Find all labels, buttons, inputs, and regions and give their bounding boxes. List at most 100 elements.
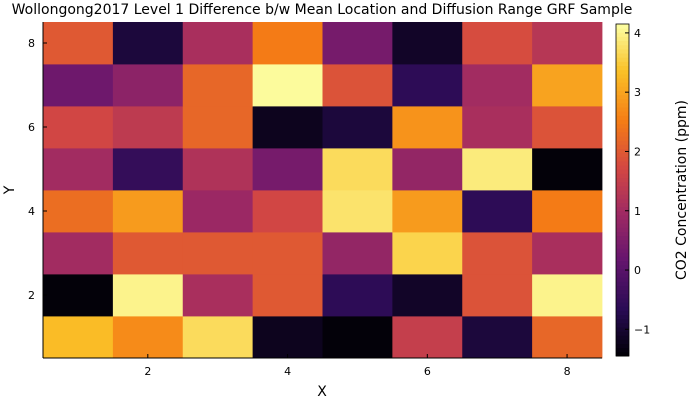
- heatmap-cell-x2-y3: [112, 232, 184, 275]
- colorbar-segment: [616, 57, 629, 62]
- colorbar-segment: [616, 310, 629, 315]
- colorbar-tick-label: 3: [634, 86, 641, 99]
- colorbar-segment: [616, 98, 629, 104]
- colorbar-segment: [616, 86, 629, 91]
- heatmap-cell-x3-y6: [182, 106, 254, 149]
- colorbar-segment: [616, 219, 629, 224]
- heatmap-cell-x3-y8: [182, 22, 254, 65]
- colorbar-segment: [616, 61, 629, 66]
- heatmap-cell-x1-y3: [43, 232, 114, 275]
- colorbar-segment: [616, 44, 629, 50]
- heatmap-cell-x4-y4: [252, 190, 323, 233]
- heatmap-cell-x1-y4: [43, 190, 114, 233]
- heatmap-cell-x2-y1: [112, 316, 184, 359]
- heatmap-cell-x3-y2: [182, 274, 254, 317]
- chart-title: Wollongong2017 Level 1 Difference b/w Me…: [12, 2, 633, 18]
- heatmap-cell-x5-y5: [322, 148, 393, 191]
- colorbar-segment: [616, 331, 629, 336]
- colorbar-segment: [616, 289, 629, 295]
- colorbar-segment: [616, 144, 629, 149]
- heatmap-cell-x2-y6: [112, 106, 184, 149]
- heatmap-cell-x3-y3: [182, 232, 254, 275]
- colorbar-segment: [616, 318, 629, 324]
- heatmap-cell-x5-y4: [322, 190, 393, 233]
- heatmap-cell-x7-y8: [462, 22, 533, 65]
- heatmap-cell-x4-y3: [252, 232, 323, 275]
- colorbar-segment: [616, 82, 629, 87]
- colorbar-tick-label: 4: [634, 27, 641, 40]
- heatmap-cell-x3-y5: [182, 148, 254, 191]
- colorbar-segment: [616, 302, 629, 307]
- colorbar-segment: [616, 65, 629, 71]
- colorbar-segment: [616, 90, 629, 96]
- colorbar-segment: [616, 94, 629, 100]
- colorbar-segment: [616, 156, 629, 162]
- colorbar-segment: [616, 231, 629, 237]
- heatmap-cell-x7-y5: [462, 148, 533, 191]
- heatmap-cell-x4-y2: [252, 274, 323, 317]
- x-axis: 2 4 6 8: [43, 354, 602, 378]
- heatmap-cell-x1-y8: [43, 22, 114, 65]
- colorbar-segment: [616, 119, 629, 125]
- colorbar-segment: [616, 268, 629, 274]
- colorbar-segment: [616, 102, 629, 108]
- heatmap-cell-x1-y7: [43, 64, 114, 107]
- colorbar-segment: [616, 326, 629, 332]
- heatmap-cell-x6-y1: [392, 316, 463, 359]
- colorbar-segment: [616, 351, 629, 357]
- y-tick-label: 6: [28, 121, 35, 134]
- colorbar-segment: [616, 306, 629, 311]
- y-tick-label: 4: [28, 205, 35, 218]
- colorbar-segment: [616, 177, 629, 183]
- y-axis-label: Y: [2, 185, 18, 195]
- colorbar-frame: [615, 23, 630, 357]
- heatmap-cell-x5-y7: [322, 64, 393, 107]
- colorbar-segment: [616, 314, 629, 320]
- colorbar-segment: [616, 277, 629, 282]
- y-axis: 2 4 6 8: [28, 22, 47, 358]
- heatmap-cell-x6-y4: [392, 190, 463, 233]
- heatmap-cell-x6-y2: [392, 274, 463, 317]
- colorbar-segment: [616, 322, 629, 328]
- heatmap-cell-x8-y2: [532, 274, 603, 317]
- colorbar-segment: [616, 69, 629, 75]
- heatmap-cell-x6-y3: [392, 232, 463, 275]
- colorbar-segment: [616, 214, 629, 220]
- colorbar-segment: [616, 252, 629, 257]
- colorbar-tick-label: 0: [634, 264, 641, 277]
- heatmap-cell-x2-y5: [112, 148, 184, 191]
- colorbar-segment: [616, 136, 629, 141]
- colorbar-segment: [616, 40, 629, 46]
- colorbar-segment: [616, 206, 629, 212]
- heatmap-cell-x5-y8: [322, 22, 393, 65]
- heatmap-cell-x4-y7: [252, 64, 323, 107]
- colorbar-tick-label: 2: [634, 145, 641, 158]
- colorbar-segment: [616, 223, 629, 228]
- heatmap-cell-x6-y8: [392, 22, 463, 65]
- colorbar-segment: [616, 202, 629, 208]
- colorbar-segment: [616, 264, 629, 270]
- x-tick-label: 8: [564, 365, 571, 378]
- heatmap-cell-x5-y3: [322, 232, 393, 275]
- heatmap-cell-x8-y7: [532, 64, 603, 107]
- colorbar-segment: [616, 260, 629, 266]
- heatmap-cell-x2-y4: [112, 190, 184, 233]
- colorbar-segment: [616, 343, 629, 349]
- colorbar-segment: [616, 152, 629, 158]
- heatmap-cell-x2-y7: [112, 64, 184, 107]
- y-tick-label: 2: [28, 289, 35, 302]
- colorbar-segment: [616, 160, 629, 166]
- heatmap-cell-x4-y8: [252, 22, 323, 65]
- heatmap-cell-x8-y5: [532, 148, 603, 191]
- heatmap-cell-x4-y6: [252, 106, 323, 149]
- colorbar-segment: [616, 297, 629, 303]
- colorbar-segment: [616, 273, 629, 278]
- heatmap-cell-x5-y6: [322, 106, 393, 149]
- heatmap-cell-x4-y1: [252, 316, 323, 359]
- heatmap-cell-x7-y1: [462, 316, 533, 359]
- colorbar-segment: [616, 347, 629, 353]
- colorbar-segment: [616, 127, 629, 133]
- heatmap-cell-x3-y7: [182, 64, 254, 107]
- colorbar-segment: [616, 53, 629, 58]
